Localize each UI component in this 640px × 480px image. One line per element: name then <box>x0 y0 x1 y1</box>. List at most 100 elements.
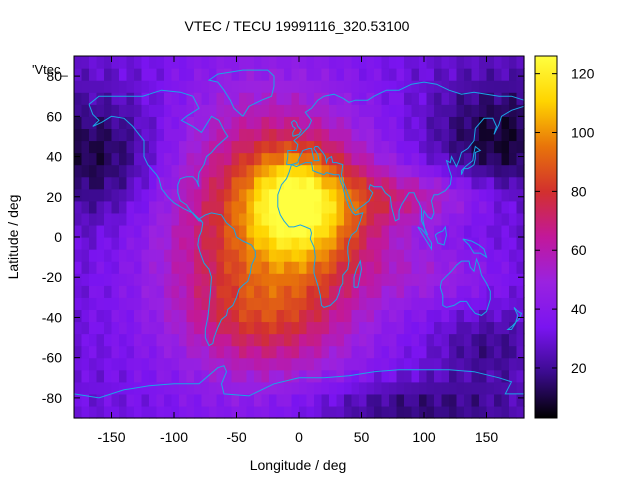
heatmap-cell <box>336 345 345 359</box>
heatmap-cell <box>494 237 503 250</box>
x-axis-label: Longitude / deg <box>250 457 347 473</box>
heatmap-cell <box>134 140 143 154</box>
heatmap-cell <box>516 128 525 142</box>
heatmap-cell <box>329 297 338 310</box>
heatmap-cell <box>111 297 120 310</box>
heatmap-cell <box>501 321 510 335</box>
heatmap-cell <box>486 224 495 238</box>
heatmap-cell <box>306 140 315 154</box>
heatmap-cell <box>329 345 338 359</box>
heatmap-cell <box>224 237 233 250</box>
heatmap-cell <box>96 321 105 335</box>
heatmap-cell <box>486 273 495 286</box>
heatmap-cell <box>449 333 458 347</box>
heatmap-cell <box>231 140 240 154</box>
heatmap-cell <box>426 369 435 383</box>
heatmap-cell <box>126 381 135 395</box>
heatmap-cell <box>111 116 120 129</box>
heatmap-cell <box>284 152 293 166</box>
heatmap-cell <box>434 405 443 419</box>
heatmap-cell <box>119 345 128 359</box>
heatmap-cell <box>336 249 345 262</box>
heatmap-cell <box>291 285 300 298</box>
heatmap-cell <box>389 116 398 129</box>
heatmap-cell <box>306 56 315 69</box>
heatmap-cell <box>96 345 105 359</box>
heatmap-cell <box>201 164 210 178</box>
heatmap-cell <box>464 80 473 93</box>
heatmap-cell <box>209 369 218 383</box>
heatmap-cell <box>329 176 338 190</box>
heatmap-cell <box>89 68 98 81</box>
heatmap-cell <box>186 128 195 142</box>
heatmap-cell <box>486 297 495 310</box>
heatmap-cell <box>231 309 240 323</box>
heatmap-cell <box>501 237 510 250</box>
heatmap-cell <box>291 80 300 93</box>
heatmap-cell <box>246 80 255 93</box>
heatmap-cell <box>239 309 248 323</box>
heatmap-cell <box>216 212 225 226</box>
heatmap-cell <box>344 128 353 142</box>
heatmap-cell <box>479 176 488 190</box>
heatmap-cell <box>344 140 353 154</box>
heatmap-cell <box>411 212 420 226</box>
heatmap-cell <box>464 357 473 371</box>
heatmap-cell <box>299 381 308 395</box>
heatmap-cell <box>314 152 323 166</box>
heatmap-cell <box>254 128 263 142</box>
heatmap-cell <box>119 212 128 226</box>
heatmap-cell <box>224 369 233 383</box>
heatmap-cell <box>501 357 510 371</box>
heatmap-cell <box>261 237 270 250</box>
heatmap-cell <box>456 369 465 383</box>
heatmap-cell <box>246 200 255 214</box>
heatmap-cell <box>501 176 510 190</box>
heatmap-cell <box>411 68 420 81</box>
heatmap-cell <box>119 224 128 238</box>
heatmap-cell <box>329 249 338 262</box>
heatmap-cell <box>134 261 143 274</box>
heatmap-cell <box>111 56 120 69</box>
heatmap-cell <box>276 249 285 262</box>
heatmap-cell <box>321 309 330 323</box>
heatmap-cell <box>419 261 428 274</box>
heatmap-cell <box>456 273 465 286</box>
heatmap-cell <box>486 321 495 335</box>
heatmap-cell <box>254 321 263 335</box>
heatmap-cell <box>299 128 308 142</box>
heatmap-cell <box>464 321 473 335</box>
heatmap-cell <box>224 200 233 214</box>
heatmap-cell <box>216 92 225 105</box>
heatmap-cell <box>434 297 443 310</box>
heatmap-cell <box>366 128 375 142</box>
heatmap-cell <box>231 405 240 419</box>
heatmap-cell <box>509 285 518 298</box>
heatmap-cell <box>501 333 510 347</box>
heatmap-cell <box>471 261 480 274</box>
heatmap-cell <box>104 200 113 214</box>
heatmap-cell <box>179 393 188 407</box>
heatmap-cell <box>509 92 518 105</box>
heatmap-cell <box>434 224 443 238</box>
heatmap-cell <box>231 212 240 226</box>
heatmap-cell <box>179 68 188 81</box>
heatmap-cell <box>246 405 255 419</box>
heatmap-cell <box>389 128 398 142</box>
heatmap-cell <box>254 357 263 371</box>
heatmap-cell <box>366 152 375 166</box>
heatmap-cell <box>254 56 263 69</box>
heatmap-cell <box>479 92 488 105</box>
heatmap-cell <box>501 104 510 117</box>
heatmap-cell <box>96 92 105 105</box>
heatmap-cell <box>134 56 143 69</box>
heatmap-cell <box>501 128 510 142</box>
heatmap-cell <box>119 56 128 69</box>
heatmap-cell <box>456 152 465 166</box>
heatmap-cell <box>306 104 315 117</box>
heatmap-cell <box>449 297 458 310</box>
heatmap-cell <box>89 224 98 238</box>
heatmap-cell <box>306 405 315 419</box>
heatmap-cell <box>501 381 510 395</box>
